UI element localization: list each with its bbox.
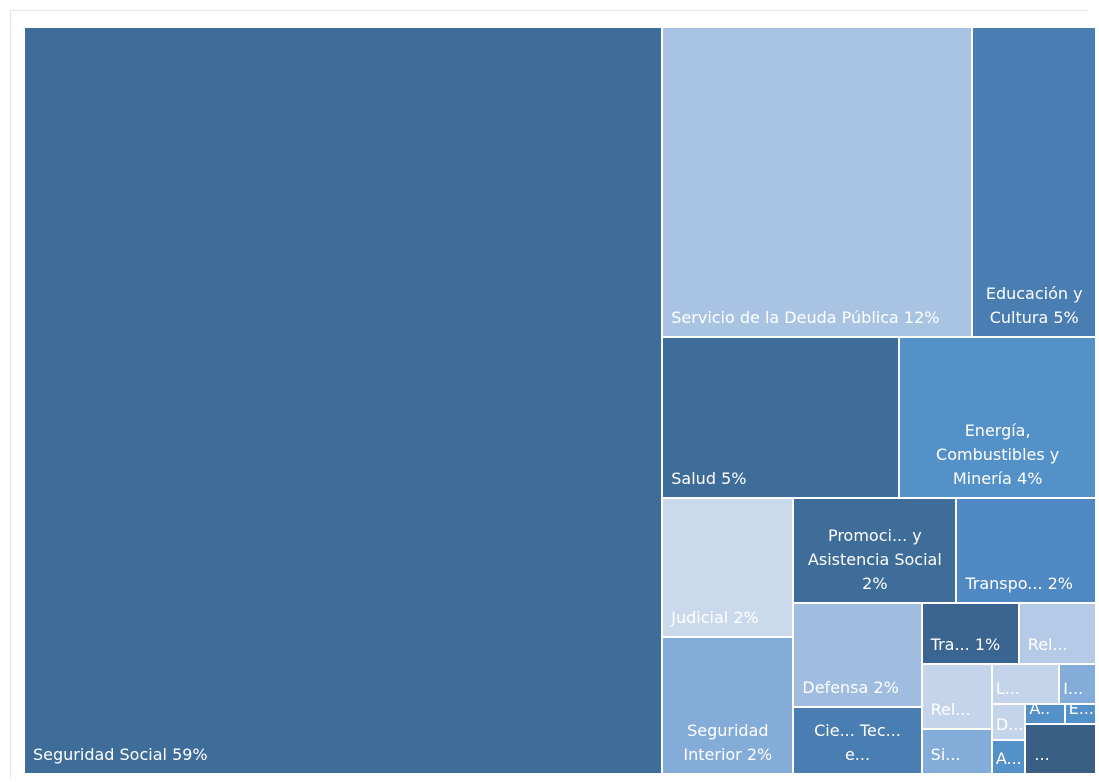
category-label: A... bbox=[995, 748, 1022, 768]
value-label: 5% bbox=[721, 468, 747, 488]
cell-label: D... bbox=[996, 713, 1024, 737]
treemap-cell: Rel... bbox=[1018, 602, 1096, 664]
category-label: Energía, Combustibles y Minería bbox=[936, 420, 1060, 488]
treemap-cell: Judicial 2% bbox=[662, 497, 794, 638]
treemap: Seguridad Social 59% Servicio de la Deuda… bbox=[24, 27, 1096, 774]
cell-label: Servicio de la Deuda Pública 12% bbox=[671, 306, 939, 330]
category-label: Rel... bbox=[1027, 634, 1068, 654]
treemap-cell: Cie... Tec... e... bbox=[793, 707, 922, 774]
category-label: ... bbox=[1034, 744, 1050, 764]
cell-label: Educación y Cultura 5% bbox=[981, 282, 1087, 330]
category-label: Cie... Tec... e... bbox=[814, 720, 901, 764]
treemap-cell: Energía, Combustibles y Minería 4% bbox=[899, 336, 1096, 498]
treemap-cell: A... bbox=[991, 740, 1026, 774]
treemap-cell: Servicio de la Deuda Pública 12% bbox=[662, 27, 973, 337]
value-label: 5% bbox=[1053, 307, 1079, 327]
value-label: 59% bbox=[172, 745, 208, 764]
frame bbox=[10, 10, 1088, 778]
cell-label: Energía, Combustibles y Minería 4% bbox=[908, 419, 1087, 491]
treemap-cell: D... bbox=[991, 703, 1026, 741]
value-label: 4% bbox=[1017, 468, 1043, 488]
cell-label: ... bbox=[1034, 743, 1049, 767]
category-label: A.. bbox=[1029, 703, 1051, 719]
category-label: E... bbox=[1068, 703, 1094, 719]
treemap-cell: Defensa 2% bbox=[793, 602, 922, 708]
treemap-cell: Si... bbox=[921, 728, 992, 774]
cell-label: Seguridad Social 59% bbox=[33, 743, 208, 767]
category-label: Si... bbox=[930, 744, 961, 764]
category-label: Educación y Cultura bbox=[985, 283, 1083, 327]
cell-label: A... bbox=[996, 747, 1022, 771]
cell-label: L... bbox=[996, 677, 1020, 701]
value-label: 2% bbox=[873, 678, 899, 698]
value-label: 2% bbox=[862, 573, 888, 593]
treemap-cell: ... bbox=[1025, 724, 1096, 774]
treemap-cell: Tra... 1% bbox=[921, 602, 1019, 664]
cell-label: I... bbox=[1063, 677, 1083, 701]
category-label: Promoci... y Asistencia Social bbox=[807, 525, 942, 569]
category-label: Tra... bbox=[930, 634, 970, 654]
category-label: L... bbox=[995, 678, 1020, 698]
cell-label: Seguridad Interior 2% bbox=[671, 719, 784, 767]
cell-label: Defensa 2% bbox=[802, 676, 898, 700]
cell-label: Salud 5% bbox=[671, 467, 746, 491]
category-label: Defensa bbox=[802, 678, 869, 698]
category-label: Judicial bbox=[671, 608, 729, 628]
treemap-cell: L... bbox=[991, 663, 1060, 704]
value-label: 2% bbox=[733, 608, 759, 628]
cell-label: Tra... 1% bbox=[931, 633, 1001, 657]
treemap-cell: Promoci... y Asistencia Social 2% bbox=[793, 497, 957, 603]
cell-label: A.. bbox=[1029, 703, 1051, 722]
value-label: 1% bbox=[974, 634, 1001, 654]
treemap-cell: E... bbox=[1064, 703, 1096, 725]
category-label: Servicio de la Deuda Pública bbox=[671, 307, 899, 327]
cell-label: Judicial 2% bbox=[671, 606, 758, 630]
category-label: I... bbox=[1063, 678, 1084, 698]
category-label: Seguridad Social bbox=[33, 745, 167, 764]
cell-label: Si... bbox=[931, 743, 961, 767]
treemap-cell: Seguridad Social 59% bbox=[24, 27, 663, 774]
category-label: D... bbox=[995, 715, 1024, 735]
category-label: Salud bbox=[671, 468, 716, 488]
cell-label: Transpo... 2% bbox=[965, 572, 1073, 596]
category-label: Seguridad Interior bbox=[683, 720, 769, 764]
cell-label: Rel... bbox=[1028, 633, 1068, 657]
value-label: 12% bbox=[903, 307, 940, 327]
treemap-cell: Rel... bbox=[921, 663, 992, 729]
treemap-cell: Salud 5% bbox=[662, 336, 900, 498]
cell-label: E... bbox=[1068, 703, 1094, 722]
treemap-cell: A.. bbox=[1025, 703, 1065, 725]
cell-label: Promoci... y Asistencia Social 2% bbox=[802, 524, 947, 596]
cell-label: Cie... Tec... e... bbox=[802, 719, 912, 767]
value-label: 2% bbox=[746, 744, 773, 764]
value-label: 2% bbox=[1047, 573, 1074, 593]
cell-label: Rel... bbox=[931, 698, 971, 722]
treemap-cell: Educación y Cultura 5% bbox=[972, 27, 1096, 337]
treemap-cell: I... bbox=[1059, 663, 1096, 704]
treemap-cell: Seguridad Interior 2% bbox=[662, 637, 794, 774]
treemap-cell: Transpo... 2% bbox=[956, 497, 1096, 603]
category-label: Rel... bbox=[930, 699, 971, 719]
category-label: Transpo... bbox=[965, 573, 1043, 593]
